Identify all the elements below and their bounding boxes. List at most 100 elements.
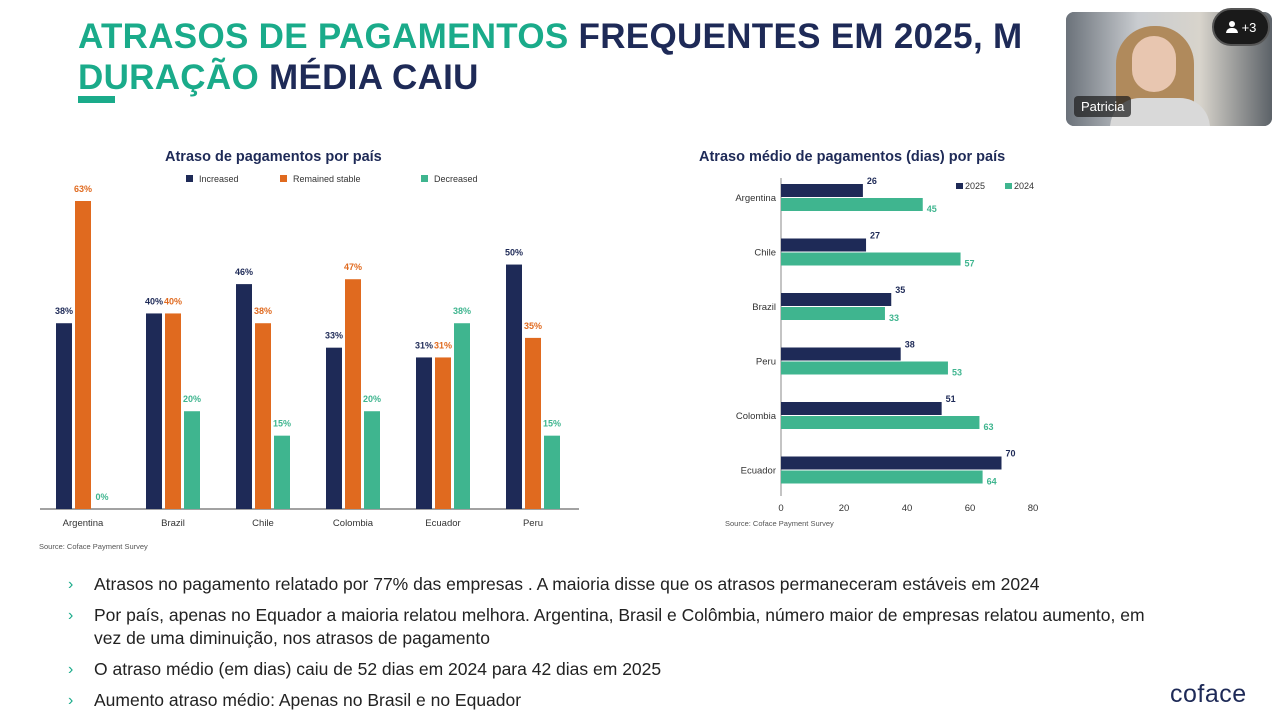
data-label: 46% (235, 267, 253, 277)
chevron-right-icon: › (68, 661, 74, 678)
data-label: 33 (889, 313, 899, 323)
y-tick-label: Peru (756, 357, 776, 368)
data-label: 63% (74, 184, 92, 194)
bar-brazil-2 (184, 411, 200, 509)
bullet-text: Atrasos no pagamento relatado por 77% da… (94, 574, 1040, 594)
participant-video[interactable]: Patricia (1066, 12, 1272, 126)
title-part-0: ATRASOS DE PAGAMENTOS (78, 17, 569, 56)
bullet-text: O atraso médio (em dias) caiu de 52 dias… (94, 659, 662, 679)
bar-brazil-1 (165, 313, 181, 509)
legend-label-1: 2024 (1014, 181, 1034, 191)
hbar-peru-1 (781, 361, 948, 375)
legend-label-2: Decreased (434, 174, 478, 184)
participants-count: +3 (1241, 19, 1257, 35)
chevron-right-icon: › (68, 692, 74, 709)
title-underline (78, 96, 115, 103)
data-label: 38 (905, 340, 915, 350)
data-label: 38% (453, 306, 471, 316)
data-label: 47% (344, 262, 362, 272)
chart2-svg: 2025 2024 26 45 Argentina 27 57 Chile 35 33 Brazil… (735, 176, 1039, 514)
x-tick-label: Brazil (161, 518, 185, 529)
data-label: 57 (965, 259, 975, 269)
x-tick-label: 0 (778, 503, 783, 514)
chart1-source: Source: Coface Payment Survey (39, 542, 148, 551)
x-tick-label: 20 (839, 503, 850, 514)
bar-peru-1 (525, 337, 541, 509)
bar-argentina-1 (75, 201, 91, 509)
data-label: 64 (987, 477, 997, 487)
x-tick-label: 60 (965, 503, 976, 514)
chevron-right-icon: › (68, 576, 74, 593)
data-label: 45 (927, 204, 937, 214)
x-tick-label: 40 (902, 503, 913, 514)
bullet-item: › O atraso médio (em dias) caiu de 52 dia… (68, 658, 1158, 681)
data-label: 51 (946, 394, 956, 404)
coface-logo: coface (1170, 680, 1247, 708)
data-label: 20% (363, 394, 381, 404)
data-label: 27 (870, 231, 880, 241)
x-tick-label: 80 (1028, 503, 1039, 514)
data-label: 53 (952, 368, 962, 378)
x-tick-label: Peru (523, 518, 543, 529)
hbar-brazil-0 (781, 293, 892, 306)
x-tick-label: Chile (252, 518, 274, 529)
bullet-text: Aumento atraso médio: Apenas no Brasil e… (94, 690, 522, 710)
y-tick-label: Brazil (752, 302, 776, 313)
y-tick-label: Ecuador (741, 466, 776, 477)
chart1-svg: Increased Remained stable Decreased 38% 63% 0… (40, 174, 579, 529)
hbar-chile-0 (781, 238, 867, 252)
bullet-item: › Por país, apenas no Equador a maioria r… (68, 604, 1158, 650)
data-label: 15% (273, 419, 291, 429)
data-label: 40% (164, 296, 182, 306)
bar-peru-0 (506, 264, 522, 509)
hbar-argentina-1 (781, 198, 923, 211)
data-label: 40% (145, 296, 163, 306)
data-label: 63 (983, 422, 993, 432)
y-tick-label: Colombia (736, 411, 777, 422)
legend-swatch-2 (421, 175, 428, 182)
legend-label-1: Remained stable (293, 174, 361, 184)
hbar-colombia-0 (781, 402, 942, 415)
chart1-title: Atraso de pagamentos por país (165, 149, 382, 165)
data-label: 35% (524, 321, 542, 331)
legend-swatch-0 (186, 175, 193, 182)
hbar-ecuador-0 (781, 456, 1002, 470)
bar-ecuador-1 (435, 357, 451, 509)
legend-label-0: 2025 (965, 181, 985, 191)
data-label: 0% (95, 492, 108, 502)
bar-ecuador-0 (416, 357, 432, 509)
data-label: 38% (55, 306, 73, 316)
y-tick-label: Argentina (735, 193, 776, 204)
chevron-right-icon: › (68, 607, 74, 624)
bar-ecuador-2 (454, 323, 470, 509)
data-label: 31% (415, 340, 433, 350)
legend-swatch-0 (956, 183, 963, 189)
chart2-source: Source: Coface Payment Survey (725, 519, 834, 528)
legend-label-0: Increased (199, 174, 239, 184)
hbar-argentina-0 (781, 184, 863, 197)
chart2-title: Atraso médio de pagamentos (dias) por pa… (699, 149, 1006, 165)
data-label: 33% (325, 331, 343, 341)
bar-chile-0 (236, 284, 252, 509)
participants-badge[interactable]: +3 (1212, 8, 1270, 46)
y-tick-label: Chile (754, 248, 776, 259)
data-label: 70 (1006, 449, 1016, 459)
bullet-list: › Atrasos no pagamento relatado por 77% d… (68, 573, 1158, 720)
title-part-2: DURAÇÃO (78, 58, 259, 97)
legend-swatch-1 (1005, 183, 1012, 189)
data-label: 50% (505, 248, 523, 258)
data-label: 35 (895, 285, 905, 295)
bar-brazil-0 (146, 313, 162, 509)
bar-colombia-0 (326, 347, 342, 509)
legend-swatch-1 (280, 175, 287, 182)
participant-name-tag: Patricia (1074, 96, 1132, 117)
x-tick-label: Argentina (63, 518, 104, 529)
participant-face (1132, 36, 1176, 92)
x-tick-label: Colombia (333, 518, 374, 529)
bar-colombia-1 (345, 279, 361, 509)
hbar-chile-1 (781, 252, 961, 266)
slide-title: ATRASOS DE PAGAMENTOS FREQUENTES EM 2025… (78, 16, 1022, 98)
title-part-3: MÉDIA CAIU (258, 58, 479, 97)
hbar-ecuador-1 (781, 470, 983, 484)
bar-peru-2 (544, 435, 560, 509)
